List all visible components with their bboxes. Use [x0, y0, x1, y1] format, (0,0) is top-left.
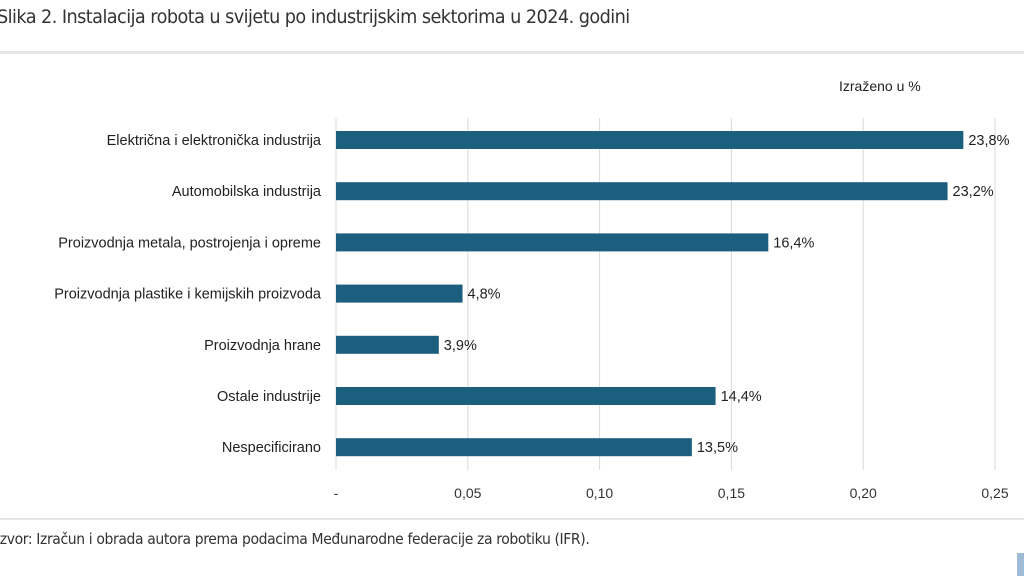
category-label: Proizvodnja metala, postrojenja i opreme [58, 235, 321, 251]
data-label: 23,8% [968, 133, 1009, 149]
data-label: 23,2% [953, 184, 994, 200]
category-label: Nespecificirano [222, 440, 321, 456]
category-label: Ostale industrije [217, 389, 321, 405]
data-label: 3,9% [444, 338, 477, 354]
bar [336, 387, 716, 405]
x-tick-label: 0,20 [850, 485, 877, 501]
x-tick-label: 0,15 [718, 485, 745, 501]
chart-title: Slika 2. Instalacija robota u svijetu po… [0, 6, 630, 28]
bar [336, 284, 463, 303]
bar [336, 438, 692, 457]
data-label: 4,8% [468, 287, 501, 303]
bar [336, 335, 439, 354]
corner-decoration [1017, 553, 1024, 576]
bar [336, 182, 948, 201]
category-label: Automobilska industrija [172, 184, 322, 200]
footer-divider [0, 518, 1024, 520]
bar [336, 233, 769, 252]
title-divider [0, 51, 1024, 54]
unit-note: Izraženo u % [839, 78, 921, 94]
category-label: Električna i elektronička industrija [107, 133, 322, 149]
category-label: Proizvodnja plastike i kemijskih proizvo… [54, 287, 322, 303]
data-label: 13,5% [697, 440, 738, 456]
data-label: 16,4% [773, 235, 814, 251]
x-tick-label: 0,05 [454, 485, 481, 501]
data-label: 14,4% [721, 389, 762, 405]
bar [336, 131, 964, 149]
x-tick-label: 0,10 [586, 485, 613, 501]
source-note: Izvor: Izračun i obrada autora prema pod… [0, 530, 590, 548]
category-label: Proizvodnja hrane [204, 338, 321, 354]
x-tick-label: - [334, 485, 339, 501]
x-tick-label: 0,25 [981, 485, 1008, 501]
